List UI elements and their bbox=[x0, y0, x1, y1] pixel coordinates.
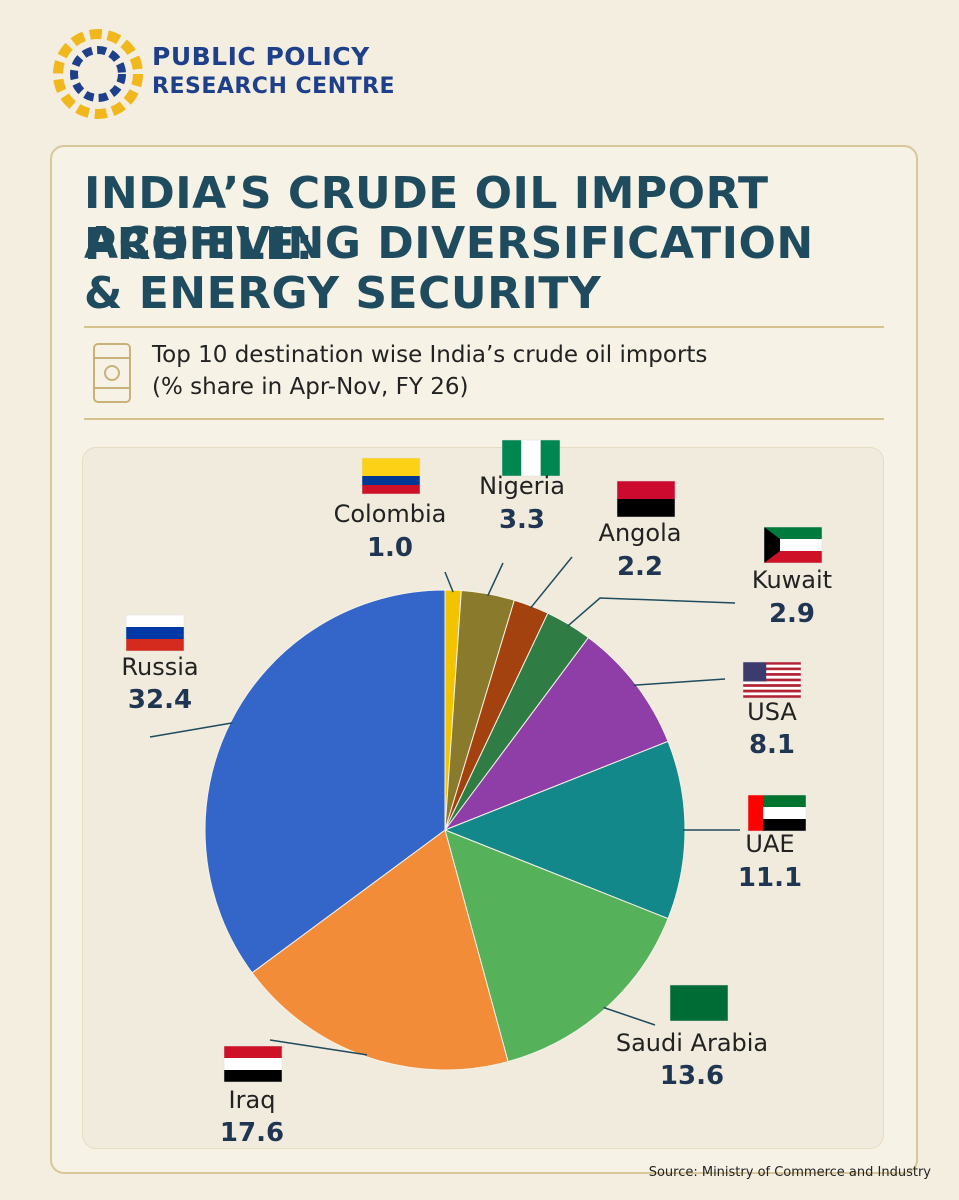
title: & ENERGY SECURITY bbox=[84, 268, 602, 319]
flag-border bbox=[742, 661, 802, 699]
value-label: 11.1 bbox=[738, 863, 802, 893]
flag-part bbox=[502, 440, 522, 476]
slice-label: USA bbox=[747, 698, 797, 726]
slice-label: Russia bbox=[121, 653, 198, 681]
flag-part bbox=[126, 627, 184, 639]
source: Source: Ministry of Commerce and Industr… bbox=[648, 1165, 931, 1180]
flag bbox=[223, 1045, 283, 1083]
flag-part bbox=[743, 689, 801, 693]
flag-part bbox=[743, 673, 801, 676]
flag-part bbox=[743, 664, 801, 668]
pie-slice bbox=[444, 829, 669, 1063]
flag-part bbox=[743, 681, 801, 685]
title: INDIA’S CRUDE OIL IMPORT PROFILE: bbox=[84, 168, 769, 270]
flag bbox=[747, 794, 807, 832]
flag bbox=[742, 661, 802, 699]
value-label: 13.6 bbox=[660, 1061, 724, 1091]
flag-part bbox=[743, 686, 801, 690]
flag-border bbox=[616, 480, 676, 518]
leader-line bbox=[530, 556, 573, 609]
flag-border bbox=[763, 526, 823, 564]
flag bbox=[125, 614, 185, 652]
value-label: 32.4 bbox=[128, 685, 192, 715]
slice-label: Colombia bbox=[334, 500, 447, 528]
flag-part bbox=[617, 481, 675, 499]
flag bbox=[616, 480, 676, 518]
slice-label: Nigeria bbox=[479, 472, 565, 500]
leader-line bbox=[567, 597, 736, 627]
flag-part bbox=[126, 615, 184, 627]
leader-line bbox=[487, 562, 504, 597]
value-label: 2.2 bbox=[617, 552, 663, 582]
flag bbox=[501, 439, 561, 477]
flag-border bbox=[501, 439, 561, 477]
flag-part bbox=[743, 667, 801, 671]
flag-border bbox=[669, 984, 729, 1022]
flag-part bbox=[764, 551, 822, 563]
flag-border bbox=[747, 794, 807, 832]
flag-border bbox=[223, 1045, 283, 1083]
leader-line bbox=[444, 571, 454, 593]
flag-part bbox=[743, 692, 801, 696]
flag-part bbox=[362, 458, 420, 476]
flag-part bbox=[224, 1046, 282, 1058]
leader-line bbox=[603, 1006, 656, 1026]
flag bbox=[361, 457, 421, 495]
value-label: 17.6 bbox=[220, 1118, 284, 1148]
flag-part bbox=[224, 1058, 282, 1070]
flag-border bbox=[361, 457, 421, 495]
flag-part bbox=[764, 527, 822, 539]
value-label: 2.9 bbox=[769, 599, 815, 629]
flag bbox=[763, 526, 823, 564]
flag-part bbox=[617, 499, 675, 517]
leader-line bbox=[149, 722, 233, 738]
flag-border bbox=[125, 614, 185, 652]
flag-part bbox=[126, 639, 184, 651]
pie-slice bbox=[251, 829, 509, 1071]
value-label: 3.3 bbox=[499, 505, 545, 535]
pie-slice bbox=[204, 589, 446, 974]
flag-part bbox=[748, 795, 763, 831]
slice-label: Kuwait bbox=[752, 566, 832, 594]
leader-line bbox=[269, 1039, 368, 1056]
flag-part bbox=[743, 695, 801, 698]
rule bbox=[84, 326, 884, 328]
flag bbox=[669, 984, 729, 1022]
rule bbox=[84, 418, 884, 420]
flag-part bbox=[670, 985, 728, 1021]
subtitle: Top 10 destination wise India’s crude oi… bbox=[152, 342, 708, 368]
flag-part bbox=[743, 684, 801, 687]
flag-part bbox=[743, 670, 801, 674]
slice-label: Angola bbox=[599, 519, 682, 547]
value-label: 8.1 bbox=[749, 730, 795, 760]
slice-label: UAE bbox=[745, 830, 794, 858]
slice-label: Saudi Arabia bbox=[616, 1029, 768, 1057]
leader-line bbox=[633, 678, 726, 686]
value-label: 1.0 bbox=[367, 533, 413, 563]
org-name: RESEARCH CENTRE bbox=[152, 74, 396, 99]
flag-part bbox=[521, 440, 541, 476]
subtitle: (% share in Apr-Nov, FY 26) bbox=[152, 374, 469, 400]
flag-part bbox=[743, 678, 801, 682]
flag-part bbox=[540, 440, 560, 476]
title: ACHIEVING DIVERSIFICATION bbox=[84, 218, 814, 269]
logo bbox=[53, 29, 143, 119]
flag-part bbox=[743, 662, 801, 665]
pie-slice bbox=[443, 636, 669, 832]
flag-part bbox=[743, 662, 767, 682]
flag-part bbox=[764, 527, 780, 563]
org-name: PUBLIC POLICY bbox=[152, 42, 370, 71]
flag-part bbox=[224, 1070, 282, 1082]
slice-label: Iraq bbox=[229, 1086, 276, 1114]
flag-part bbox=[362, 476, 420, 485]
flag-part bbox=[743, 675, 801, 679]
barrel-icon bbox=[93, 343, 131, 403]
flag-part bbox=[362, 485, 420, 494]
